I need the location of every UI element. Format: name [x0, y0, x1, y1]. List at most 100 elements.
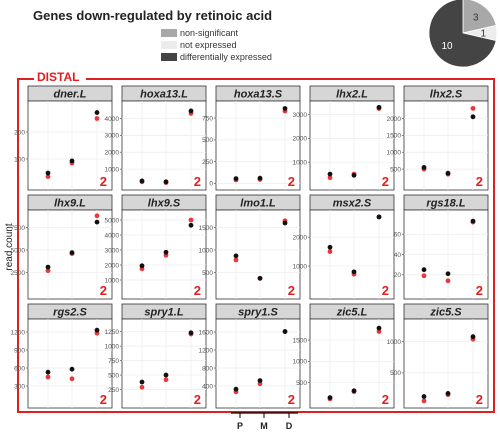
point-black-m [351, 172, 357, 178]
y-tick-label: 0 [209, 181, 213, 188]
point-black-m [69, 366, 75, 372]
point-black-p [139, 178, 145, 184]
y-tick-label: 2000 [387, 116, 402, 123]
point-red-p [45, 174, 51, 179]
y-tick-label: 1500 [293, 337, 308, 344]
panel-badge: 2 [288, 283, 295, 298]
panel-badge: 2 [382, 174, 389, 189]
y-tick-label: 500 [296, 380, 307, 387]
y-tick-label: 5000 [105, 217, 120, 224]
x-label-d: D [286, 421, 293, 431]
y-tick-label: 250 [202, 159, 213, 166]
panel-spry1-s: spry1.S 400 800 1200 1600 2 [199, 303, 301, 409]
point-black-d [188, 330, 194, 336]
y-tick-label: 1250 [105, 329, 120, 336]
point-black-d [470, 114, 476, 120]
point-red-p [45, 268, 51, 274]
legend-label-not-expressed: not expressed [180, 40, 237, 50]
point-red-p [45, 374, 51, 380]
pie-slice-differentially-expressed [428, 0, 497, 68]
y-tick-label: 1200 [11, 329, 26, 336]
plot-area [121, 100, 207, 191]
point-black-m [163, 179, 169, 185]
plot-area [27, 100, 113, 191]
point-black-d [94, 327, 100, 333]
point-black-d [282, 220, 288, 226]
panel-badge: 2 [476, 174, 483, 189]
y-tick-label: 750 [108, 358, 119, 365]
y-tick-label: 250 [108, 387, 119, 394]
y-tick-label: 3000 [293, 112, 308, 119]
point-black-d [470, 218, 476, 224]
panel-rgs18-l: rgs18.L 20 40 60 2 [394, 194, 489, 300]
panel-badge: 2 [100, 392, 107, 407]
panel-badge: 2 [382, 283, 389, 298]
legend-label-differentially-expressed: differentially expressed [180, 52, 272, 62]
panel-rgs2-s: rgs2.S 300 600 900 1200 2 [11, 303, 113, 409]
point-black-p [327, 244, 333, 250]
panel-lhx2-l: lhx2.L 1000 2000 3000 2 [293, 85, 395, 191]
panel-spry1-l: spry1.L 250 500 750 1000 1250 2 [105, 303, 207, 409]
y-tick-label: 750 [202, 115, 213, 122]
point-black-m [445, 271, 451, 277]
point-black-p [233, 253, 239, 259]
y-tick-label: 800 [202, 365, 213, 372]
point-black-p [327, 395, 333, 401]
point-black-m [257, 378, 263, 383]
y-tick-label: 2000 [293, 136, 308, 143]
y-tick-label: 1200 [199, 347, 214, 354]
panel-badge: 2 [476, 283, 483, 298]
panel-title: dner.L [53, 89, 86, 101]
pie-value-differentially-expressed: 10 [441, 41, 453, 52]
pie-value-not-expressed: 1 [481, 29, 487, 40]
point-red-d [94, 116, 100, 121]
legend-swatch-non-significant [161, 29, 177, 37]
y-tick-label: 1000 [105, 166, 120, 173]
point-black-d [376, 104, 382, 110]
panel-hoxa13-l: hoxa13.L 1000 2000 3000 4000 2 [105, 85, 207, 191]
point-black-p [139, 379, 145, 385]
y-tick-label: 3000 [105, 133, 120, 140]
y-tick-label: 2000 [105, 150, 120, 157]
point-black-d [282, 329, 288, 334]
panel-title: msx2.S [333, 198, 372, 210]
panel-badge: 2 [194, 174, 201, 189]
pie-chart: 31 10 [428, 0, 498, 68]
panel-lhx9-l: lhx9.L 2500 5000 7500 2 [11, 194, 113, 300]
y-tick-label: 1000 [387, 339, 402, 346]
point-red-m [445, 278, 451, 284]
plot-area [27, 318, 113, 409]
panel-title: lhx2.L [336, 89, 368, 101]
point-red-m [69, 376, 75, 382]
y-tick-label: 500 [390, 370, 401, 377]
panel-badge: 2 [194, 283, 201, 298]
y-tick-label: 900 [14, 347, 25, 354]
panel-lmo1-l: lmo1.L 500 1000 1500 2 [199, 194, 301, 300]
x-label-p: P [237, 421, 243, 431]
legend-label-non-significant: non-significant [180, 28, 239, 38]
point-red-d [470, 105, 476, 111]
y-tick-label: 40 [394, 252, 402, 259]
y-tick-label: 1000 [293, 159, 308, 166]
panel-zic5-l: zic5.L 500 1000 1500 2 [293, 303, 395, 409]
plot-area [309, 318, 395, 409]
panel-badge: 2 [100, 174, 107, 189]
y-tick-label: 500 [108, 372, 119, 379]
y-tick-label: 1500 [199, 225, 214, 232]
point-black-p [421, 267, 427, 273]
y-tick-label: 2000 [293, 234, 308, 241]
y-tick-label: 500 [202, 270, 213, 277]
point-black-p [233, 386, 239, 392]
panel-title: rgs2.S [53, 307, 87, 319]
panel-badge: 2 [100, 283, 107, 298]
point-black-m [445, 170, 451, 176]
y-tick-label: 1000 [293, 359, 308, 366]
panel-title: lhx2.S [430, 89, 463, 101]
point-red-p [327, 249, 333, 255]
point-red-d [188, 217, 194, 223]
point-black-d [376, 325, 382, 331]
x-label-m: M [260, 421, 268, 431]
point-black-p [327, 171, 333, 177]
panel-badge: 2 [194, 392, 201, 407]
